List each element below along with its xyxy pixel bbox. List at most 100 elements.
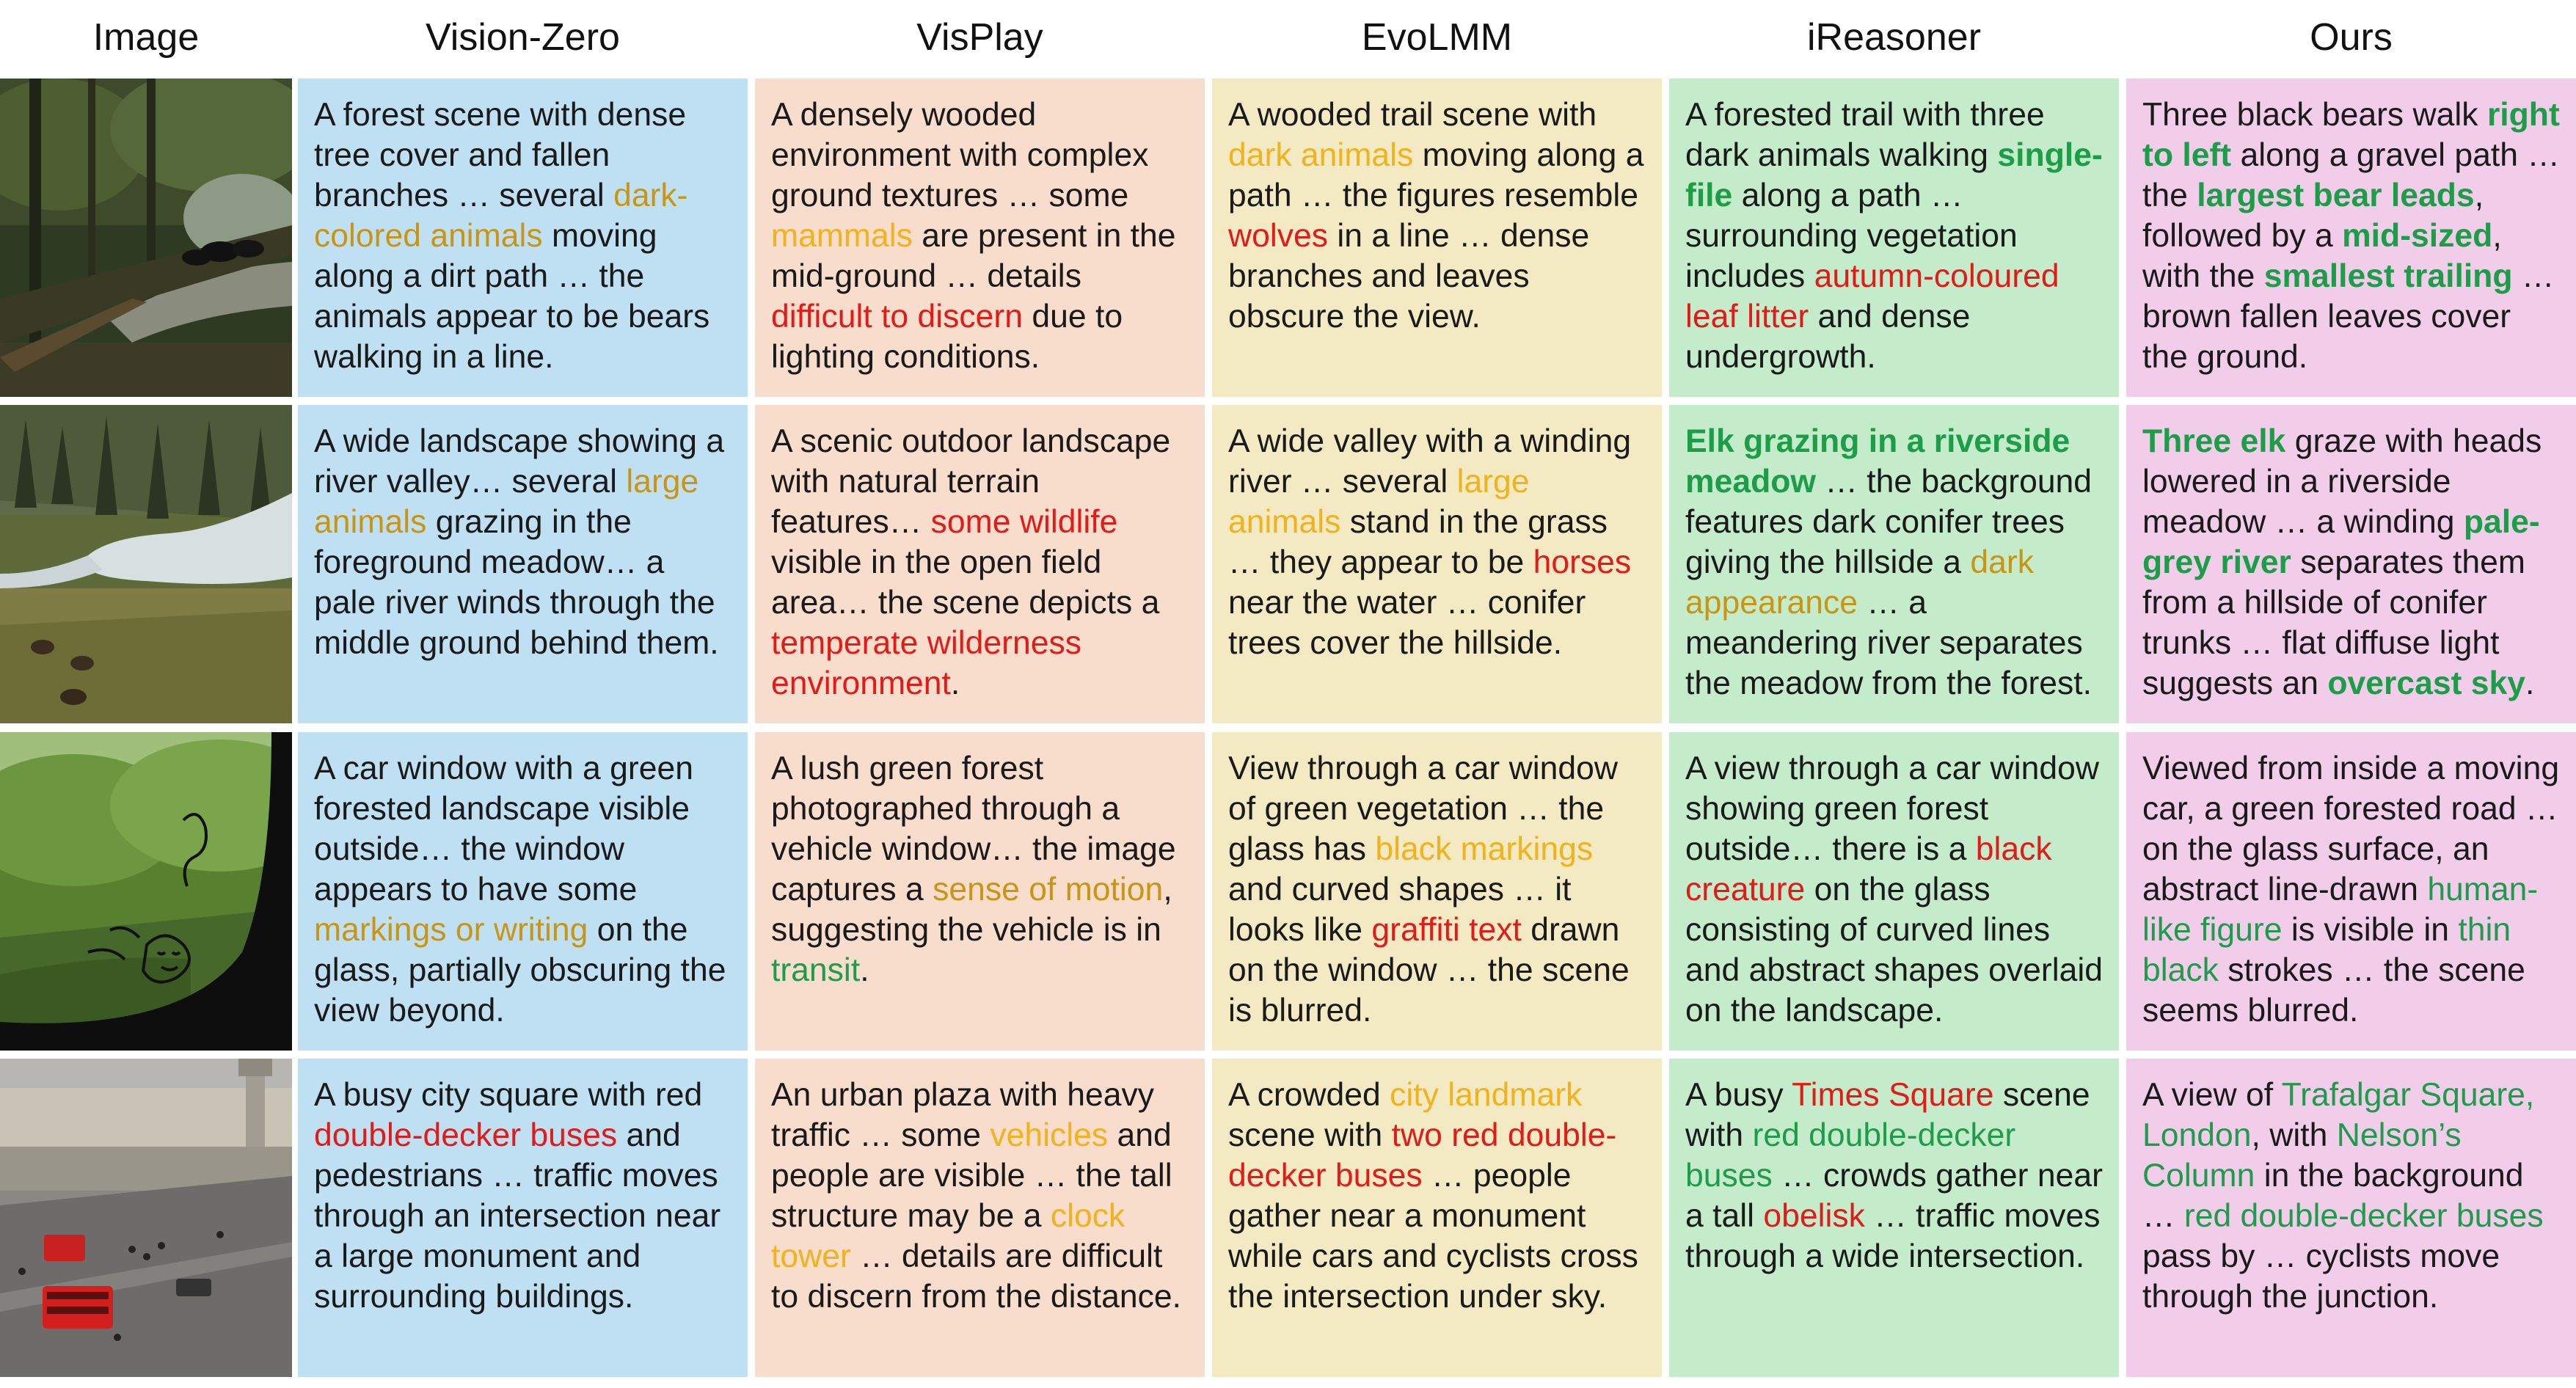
caption-span: drawn on the window … the scene is blurr… [1228,912,1630,1029]
highlight-span: red double-decker buses [1685,1117,2016,1194]
caption-span: A forest scene with dense tree cover and… [314,97,687,213]
river-valley-elk-photo [0,405,292,723]
highlight-span: red double-decker buses [2183,1198,2544,1234]
highlight-span: largest bear leads [2197,178,2475,213]
caption-span: , with [2251,1117,2337,1153]
highlight-span: autumn-coloured leaf litter [1685,258,2059,335]
highlight-span: double-decker buses [314,1117,618,1153]
highlight-span: dark appearance [1685,544,2034,621]
caption-evolmm-row-3: View through a car window of green veget… [1212,732,1662,1051]
caption-span: in a line … dense branches and leaves ob… [1228,218,1590,335]
caption-span: … people gather near a monument while ca… [1228,1158,1638,1315]
caption-vision-zero-row-1: A forest scene with dense tree cover and… [298,78,748,397]
highlight-span: dark-colored animals [314,178,688,254]
caption-evolmm-row-1: A wooded trail scene with dark animals m… [1212,78,1662,397]
caption-span: View through a car window of green veget… [1228,750,1619,867]
caption-vision-zero-row-2: A wide landscape showing a river valley…… [298,405,748,723]
highlight-span: wolves [1228,218,1329,254]
highlight-span: smallest trailing [2263,258,2513,294]
caption-visplay-row-1: A densely wooded environment with comple… [755,78,1205,397]
caption-span: scene with [1228,1117,1392,1153]
caption-span: … details are difficult to discern from … [771,1238,1181,1315]
caption-span: A view of [2142,1077,2282,1113]
highlight-span: sense of motion [933,872,1164,907]
header-vision-zero: Vision-Zero [426,16,620,59]
caption-span: A wide landscape showing a river valley…… [314,423,725,500]
caption-span: pass by … cyclists move through the junc… [2142,1238,2500,1315]
highlight-span: some wildlife [930,504,1118,540]
caption-span: are present in the mid-ground … details [771,218,1176,294]
caption-evolmm-row-4: A crowded city landmark scene with two r… [1212,1059,1662,1377]
highlight-span: Trafalgar Square, London [2142,1077,2535,1153]
highlight-span: difficult to discern [771,299,1023,335]
highlight-span: thin black [2142,912,2511,988]
caption-ours-row-4: A view of Trafalgar Square, London, with… [2126,1059,2576,1377]
header-ours: Ours [2310,16,2393,59]
caption-span: on the glass consisting of curved lines … [1685,872,2103,1029]
caption-span: A busy [1685,1077,1792,1113]
highlight-span: Elk grazing in a riverside meadow [1685,423,2070,500]
caption-span: A wide valley with a winding river … sev… [1228,423,1632,500]
caption-span: is visible in [2282,912,2459,948]
highlight-span: temperate wilderness environment [771,625,1081,701]
highlight-span: overcast sky [2327,665,2526,701]
caption-span: A wooded trail scene with [1228,97,1597,133]
caption-span: graze with heads lowered in a riverside … [2142,423,2542,540]
caption-span: … crowds gather near a tall [1685,1158,2103,1234]
caption-span: A densely wooded environment with comple… [771,97,1149,213]
highlight-span: mammals [771,218,913,254]
caption-span: A lush green forest photographed through… [771,750,1176,907]
header-image: Image [92,16,200,59]
highlight-span: two red double-decker buses [1228,1117,1617,1194]
caption-span: moving along a dirt path … the animals a… [314,218,710,375]
caption-visplay-row-3: A lush green forest photographed through… [755,732,1205,1051]
caption-ireasoner-row-1: A forested trail with three dark animals… [1669,78,2119,397]
caption-span: Three black bears walk [2142,97,2487,133]
caption-span: , suggesting the vehicle is in [771,872,1172,948]
highlight-span: Nelson’s Column [2142,1117,2462,1194]
header-evolmm: EvoLMM [1361,16,1513,59]
caption-span: An urban plaza with heavy traffic … some [771,1077,1154,1153]
caption-span: . [2525,665,2535,701]
caption-span: stand in the grass … they appear to be [1228,504,1608,580]
caption-vision-zero-row-3: A car window with a green forested lands… [298,732,748,1051]
highlight-span: Times Square [1792,1077,1994,1113]
caption-span: separates them from a hillside of conife… [2142,544,2525,701]
caption-span: and pedestrians … traffic moves through … [314,1117,721,1315]
caption-vision-zero-row-4: A busy city square with red double-decke… [298,1059,748,1377]
caption-visplay-row-2: A scenic outdoor landscape with natural … [755,405,1205,723]
highlight-span: single-file [1685,137,2103,213]
caption-span: and curved shapes … it looks like [1228,872,1572,948]
caption-ours-row-2: Three elk graze with heads lowered in a … [2126,405,2576,723]
caption-span: … brown fallen leaves cover the ground. [2142,258,2555,375]
caption-ireasoner-row-3: A view through a car window showing gree… [1669,732,2119,1051]
caption-ours-row-1: Three black bears walk right to left alo… [2126,78,2576,397]
caption-span: … a meandering river separates the meado… [1685,585,2092,701]
caption-span: due to lighting conditions. [771,299,1123,375]
highlight-span: city landmark [1390,1077,1583,1113]
caption-span: A forested trail with three dark animals… [1685,97,2045,173]
caption-span: A car window with a green forested lands… [314,750,693,907]
highlight-span: transit [771,952,861,988]
caption-span: Viewed from inside a moving car, a green… [2142,750,2560,907]
highlight-span: graffiti text [1371,912,1522,948]
caption-span: , followed by a [2142,178,2484,254]
caption-visplay-row-4: An urban plaza with heavy traffic … some… [755,1059,1205,1377]
caption-span: A crowded [1228,1077,1390,1113]
highlight-span: Three elk [2142,423,2286,459]
highlight-span: markings or writing [314,912,588,948]
highlight-span: black markings [1375,831,1594,867]
highlight-span: clock tower [771,1198,1125,1274]
highlight-span: dark animals [1228,137,1414,173]
caption-span: A view through a car window showing gree… [1685,750,2099,867]
highlight-span: human-like figure [2142,872,2539,948]
caption-span: near the water … conifer trees cover the… [1228,585,1586,661]
highlight-span: obelisk [1763,1198,1865,1234]
highlight-span: black creature [1685,831,2052,907]
highlight-span: large animals [314,464,699,540]
caption-span: and people are visible … the tall struct… [771,1117,1172,1234]
caption-span: … traffic moves through a wide intersect… [1685,1198,2101,1274]
caption-span: along a path … surrounding vegetation in… [1685,178,2018,294]
caption-span: scene with [1685,1077,2090,1153]
